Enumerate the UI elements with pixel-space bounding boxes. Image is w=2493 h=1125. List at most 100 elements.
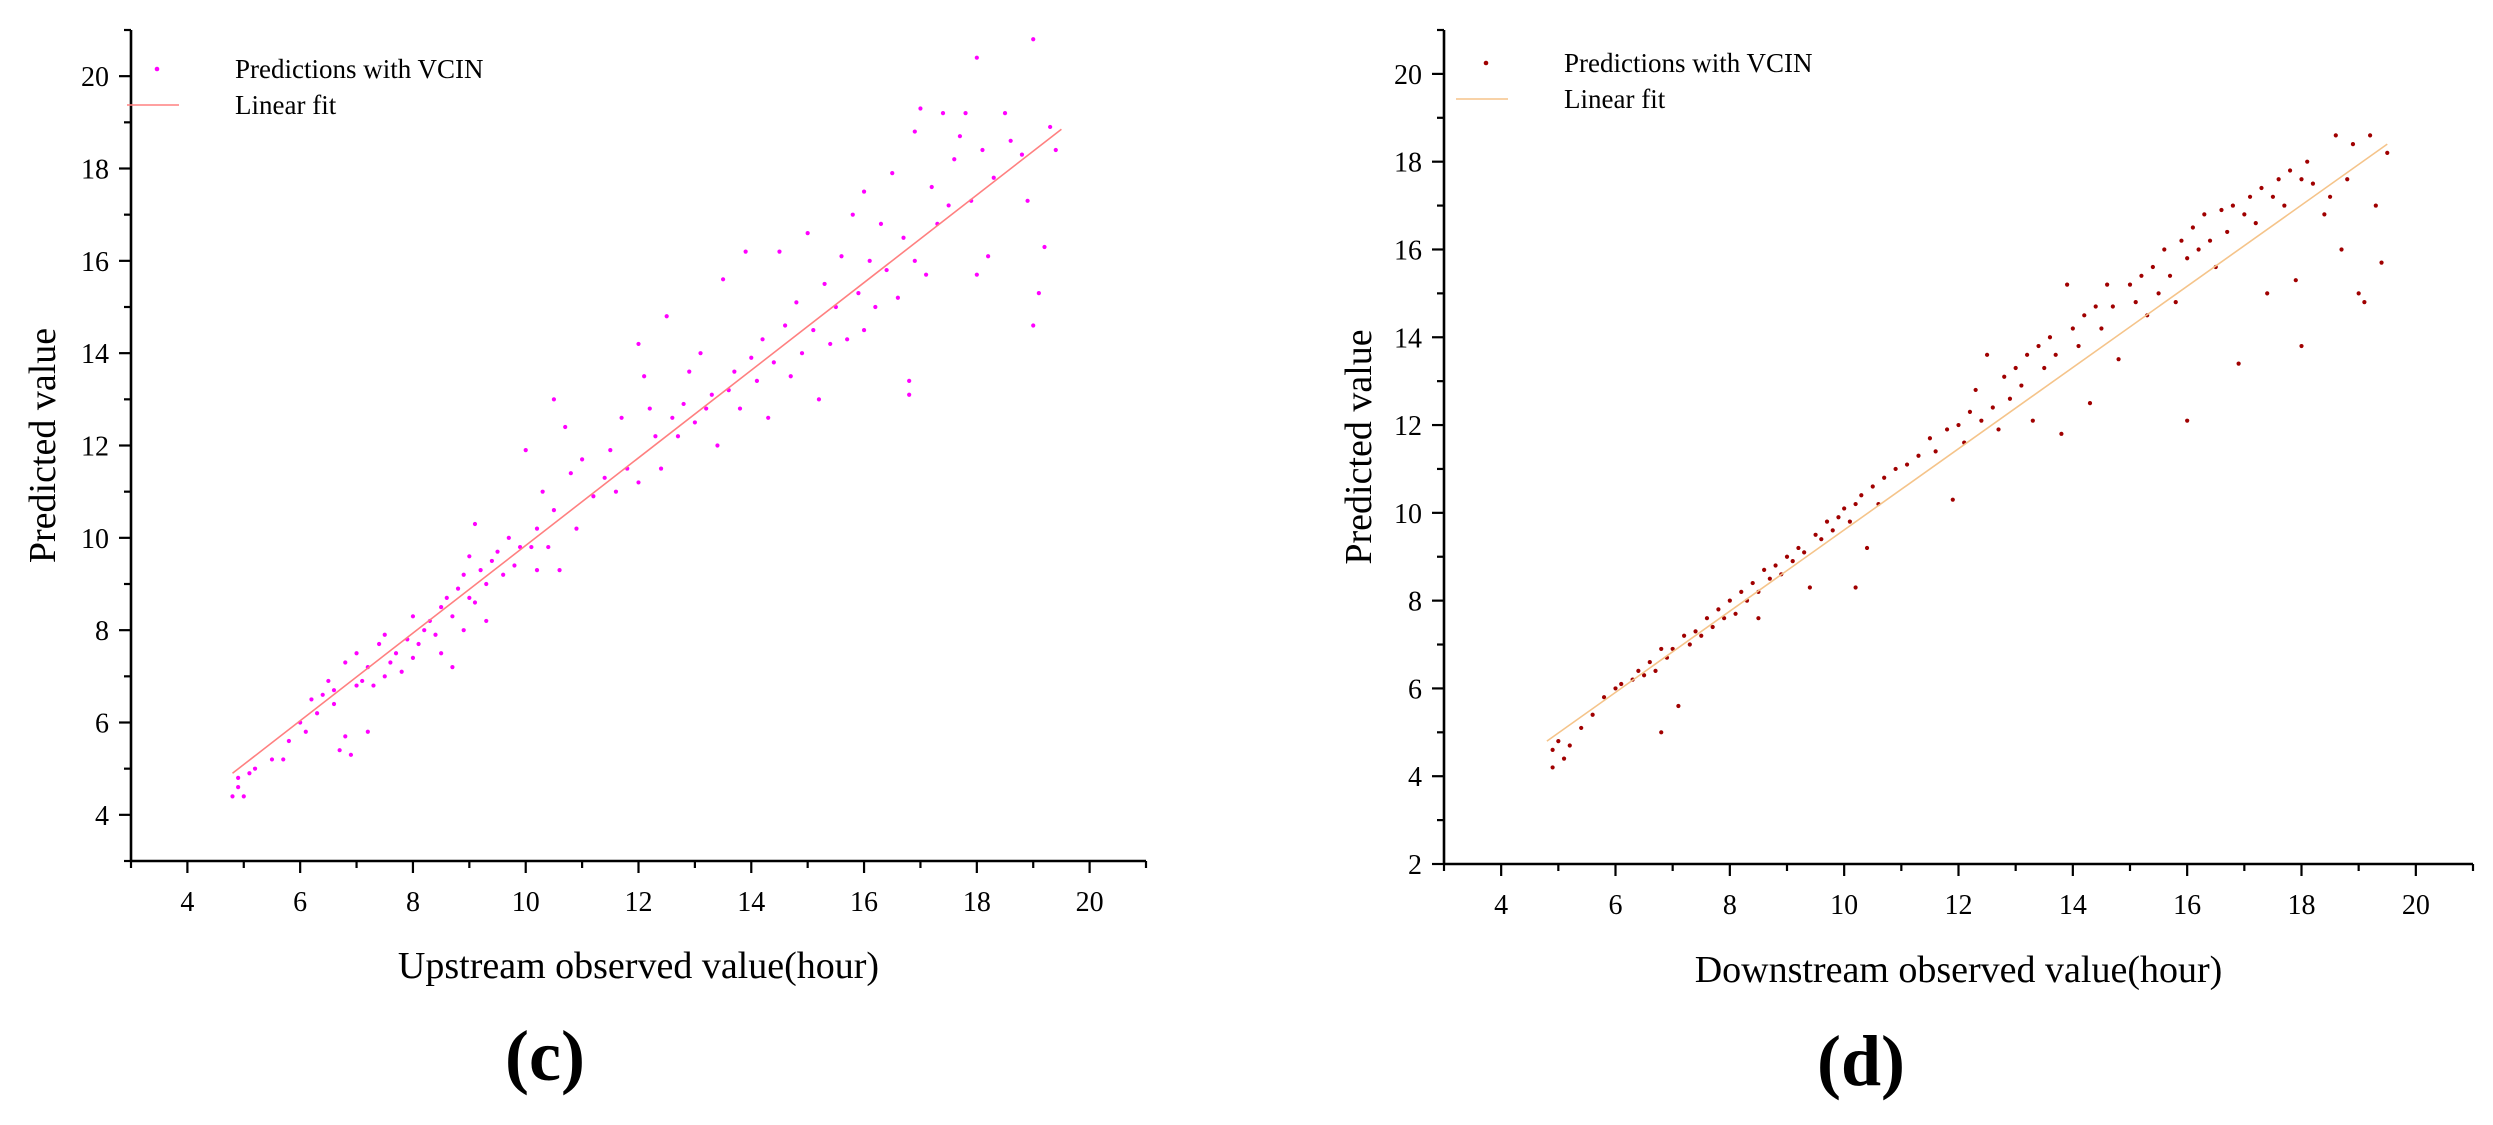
scatter-point bbox=[371, 683, 376, 688]
scatter-point bbox=[495, 549, 500, 554]
scatter-point bbox=[2053, 352, 2058, 357]
scatter-point bbox=[230, 794, 235, 799]
legend-label: Predictions with VCIN bbox=[235, 54, 484, 84]
scatter-point bbox=[1767, 576, 1772, 581]
scatter-point bbox=[2139, 273, 2144, 278]
scatter-point bbox=[828, 341, 833, 347]
scatter-point bbox=[777, 249, 782, 254]
scatter-point bbox=[647, 406, 652, 411]
scatter-point bbox=[343, 660, 348, 665]
scatter-point bbox=[478, 568, 483, 573]
scatter-point bbox=[2270, 194, 2276, 199]
x-tick-label: 20 bbox=[2402, 890, 2430, 921]
scatter-point bbox=[580, 457, 585, 462]
scatter-point bbox=[2350, 142, 2356, 147]
scatter-point bbox=[794, 300, 799, 305]
scatter-point bbox=[551, 508, 557, 513]
y-axis-title: Predicted value bbox=[22, 328, 64, 563]
y-tick-label: 16 bbox=[81, 247, 109, 278]
scatter-point bbox=[501, 572, 506, 577]
scatter-point bbox=[986, 254, 991, 259]
scatter-point bbox=[1739, 589, 1744, 594]
scatter-point bbox=[551, 397, 557, 402]
scatter-point bbox=[1733, 611, 1738, 616]
scatter-point bbox=[1813, 532, 1818, 537]
scatter-point bbox=[461, 572, 466, 577]
scatter-point bbox=[2162, 247, 2167, 252]
scatter-point bbox=[991, 175, 996, 180]
x-tick-label: 6 bbox=[293, 887, 307, 918]
scatter-point bbox=[974, 55, 979, 60]
scatter-point bbox=[2259, 185, 2264, 191]
x-axis-title: Upstream observed value(hour) bbox=[398, 945, 879, 987]
y-tick-label: 8 bbox=[95, 616, 109, 647]
scatter-point bbox=[1704, 616, 1710, 621]
y-tick-label: 12 bbox=[1394, 411, 1422, 442]
scatter-point bbox=[388, 660, 393, 665]
scatter-point bbox=[1784, 554, 1790, 559]
scatter-point bbox=[602, 475, 607, 480]
scatter-point bbox=[354, 651, 359, 656]
scatter-point bbox=[529, 544, 534, 550]
scatter-point bbox=[709, 392, 714, 397]
scatter-point bbox=[2133, 300, 2138, 305]
scatter-point bbox=[861, 189, 867, 194]
scatter-point bbox=[2368, 133, 2373, 138]
scatter-point bbox=[912, 129, 917, 134]
scatter-point bbox=[698, 351, 703, 356]
x-tick-label: 20 bbox=[1076, 887, 1104, 918]
scatter-point bbox=[1556, 738, 1561, 744]
scatter-point bbox=[2230, 203, 2235, 208]
scatter-point bbox=[1613, 686, 1618, 691]
scatter-point bbox=[1756, 616, 1761, 621]
x-tick-label: 4 bbox=[1494, 890, 1508, 921]
x-tick-label: 10 bbox=[512, 887, 540, 918]
scatter-point bbox=[2339, 247, 2344, 252]
scatter-point bbox=[743, 249, 748, 254]
scatter-point bbox=[845, 337, 850, 342]
scatter-point bbox=[433, 632, 438, 637]
scatter-point bbox=[236, 775, 241, 781]
scatter-point bbox=[1796, 545, 1801, 551]
scatter-point bbox=[952, 157, 957, 162]
scatter-point bbox=[354, 683, 359, 688]
scatter-point bbox=[1031, 37, 1036, 42]
scatter-point bbox=[2265, 291, 2270, 296]
scatter-point bbox=[2207, 238, 2213, 243]
scatter-point bbox=[805, 231, 810, 236]
scatter-point bbox=[1676, 703, 1681, 709]
scatter-point bbox=[856, 291, 861, 296]
scatter-point bbox=[1722, 616, 1727, 621]
scatter-point bbox=[957, 134, 963, 139]
scatter-point bbox=[940, 111, 946, 116]
y-tick-label: 2 bbox=[1408, 850, 1422, 881]
scatter-point bbox=[2173, 300, 2178, 305]
scatter-point bbox=[1699, 633, 1704, 638]
scatter-point bbox=[591, 494, 596, 499]
scatter-point bbox=[681, 401, 686, 407]
scatter-point bbox=[382, 632, 387, 637]
scatter-point bbox=[2099, 326, 2104, 331]
scatter-point bbox=[715, 443, 720, 448]
scatter-point bbox=[1716, 607, 1721, 612]
scatter-point bbox=[613, 489, 619, 494]
scatter-point bbox=[1847, 519, 1852, 524]
scatter-point bbox=[320, 692, 325, 697]
scatter-point bbox=[1853, 585, 1858, 590]
scatter-point bbox=[467, 554, 472, 559]
scatter-point bbox=[1036, 291, 1041, 296]
y-tick-label: 18 bbox=[1394, 148, 1422, 179]
scatter-point bbox=[1996, 427, 2001, 432]
scatter-point bbox=[788, 374, 793, 379]
scatter-point bbox=[410, 614, 416, 619]
scatter-point bbox=[2219, 207, 2224, 213]
scatter-point bbox=[1893, 466, 1898, 472]
scatter-point bbox=[946, 203, 951, 208]
scatter-point bbox=[523, 448, 528, 453]
scatter-point bbox=[1693, 629, 1698, 634]
scatter-point bbox=[484, 581, 489, 587]
scatter-point bbox=[2362, 300, 2367, 305]
scatter-point bbox=[269, 757, 275, 762]
scatter-point bbox=[1687, 642, 1692, 647]
scatter-point bbox=[1984, 352, 1990, 357]
